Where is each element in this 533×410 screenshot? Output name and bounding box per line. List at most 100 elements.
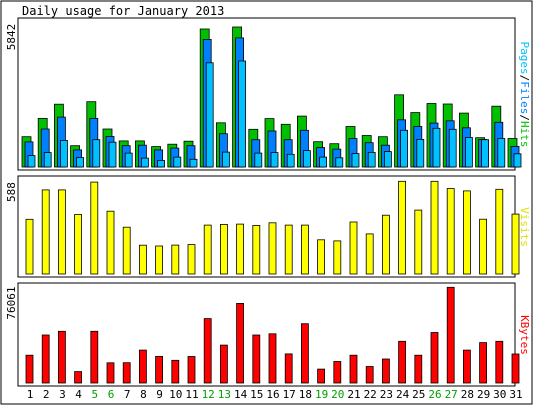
kbytes-bar-4 (74, 371, 82, 384)
day-tick-label-29: 29 (477, 388, 490, 401)
requests-pages-bar-4 (76, 157, 84, 168)
kbytes-bar-28 (462, 349, 471, 384)
visits-bar-13 (219, 223, 228, 275)
visits-bar-4 (74, 214, 82, 275)
visits-bar-28 (462, 190, 471, 275)
requests-pages-bar-17 (286, 153, 295, 168)
requests-pages-bar-27 (448, 128, 457, 168)
visits-bar-21 (349, 221, 358, 275)
day-tick-label-7: 7 (124, 388, 131, 401)
visits-bar-6 (106, 210, 115, 275)
kbytes-bar-30 (495, 340, 504, 384)
visits-bar-19 (317, 239, 326, 275)
day-tick-label-19: 19 (315, 388, 328, 401)
day-tick-label-27: 27 (445, 388, 458, 401)
visits-ymax-label: 588 (5, 182, 18, 202)
visits-bar-11 (187, 244, 196, 275)
kbytes-bar-13 (219, 344, 228, 384)
day-tick-label-9: 9 (156, 388, 163, 401)
day-tick-label-10: 10 (169, 388, 182, 401)
kbytes-bar-18 (300, 323, 309, 384)
visits-bar-18 (300, 224, 309, 275)
visits-bar-5 (90, 181, 99, 275)
day-tick-label-26: 26 (428, 388, 441, 401)
kbytes-bar-27 (446, 286, 455, 384)
day-tick-label-3: 3 (59, 388, 66, 401)
requests-axis-label: Pages/Files/Hits (518, 42, 531, 148)
visits-bar-12 (203, 224, 212, 275)
kbytes-ymax-label: 76061 (5, 286, 18, 319)
requests-pages-bar-13 (221, 151, 230, 168)
kbytes-bar-29 (479, 342, 488, 384)
requests-pages-bar-26 (432, 127, 441, 168)
kbytes-axis-label: KBytes (518, 315, 531, 355)
visits-bar-23 (381, 214, 390, 275)
kbytes-bar-11 (187, 356, 196, 384)
requests-pages-bar-30 (497, 138, 506, 168)
kbytes-bar-15 (252, 334, 261, 384)
kbytes-bar-7 (122, 362, 131, 384)
kbytes-bar-23 (381, 358, 390, 384)
kbytes-bar-14 (236, 302, 245, 384)
requests-pages-bar-3 (60, 139, 68, 168)
requests-pages-bar-29 (481, 139, 490, 168)
day-tick-label-22: 22 (364, 388, 377, 401)
day-tick-label-18: 18 (299, 388, 312, 401)
visits-bar-3 (58, 189, 66, 275)
kbytes-bar-6 (106, 362, 115, 384)
kbytes-bar-21 (349, 354, 358, 384)
kbytes-bar-20 (333, 361, 342, 384)
requests-pages-bar-24 (400, 129, 409, 168)
day-tick-label-30: 30 (493, 388, 506, 401)
visits-bar-29 (479, 218, 488, 275)
requests-pages-bar-19 (319, 156, 328, 168)
requests-pages-bar-18 (302, 150, 311, 168)
requests-pages-bar-16 (270, 152, 279, 168)
kbytes-bar-10 (171, 359, 180, 384)
day-tick-label-21: 21 (347, 388, 360, 401)
requests-pages-bar-28 (464, 137, 473, 168)
kbytes-bar-31 (511, 353, 520, 384)
day-tick-label-24: 24 (396, 388, 410, 401)
requests-pages-bar-10 (173, 156, 182, 168)
visits-bar-22 (365, 233, 374, 275)
kbytes-bar-26 (430, 332, 439, 384)
day-tick-label-28: 28 (461, 388, 474, 401)
requests-ymax-label: 5842 (5, 24, 18, 51)
requests-pages-bar-5 (92, 139, 101, 168)
day-tick-label-1: 1 (27, 388, 34, 401)
day-tick-label-20: 20 (331, 388, 344, 401)
day-tick-label-12: 12 (202, 388, 215, 401)
visits-bar-8 (138, 244, 147, 275)
kbytes-bar-19 (317, 368, 326, 384)
visits-bar-9 (155, 245, 164, 275)
visits-bar-1 (25, 218, 34, 275)
visits-bar-14 (236, 223, 245, 275)
requests-pages-bar-2 (43, 152, 52, 168)
day-tick-label-15: 15 (250, 388, 263, 401)
requests-pages-bar-7 (124, 152, 133, 168)
requests-pages-bar-9 (157, 160, 166, 168)
requests-pages-bar-8 (140, 157, 149, 168)
chart-title: Daily usage for January 2013 (22, 4, 224, 18)
kbytes-bar-5 (90, 330, 99, 384)
requests-pages-bar-20 (335, 157, 344, 168)
day-tick-label-16: 16 (266, 388, 279, 401)
kbytes-bar-1 (25, 354, 34, 384)
visits-bar-31 (511, 213, 520, 275)
visits-bar-7 (122, 226, 131, 275)
requests-pages-bar-14 (238, 60, 247, 168)
visits-bar-27 (446, 188, 455, 275)
requests-pages-bar-12 (205, 62, 214, 168)
kbytes-bar-17 (284, 353, 293, 384)
day-tick-label-17: 17 (283, 388, 296, 401)
kbytes-bar-22 (365, 366, 374, 384)
requests-pages-bar-21 (351, 153, 360, 168)
requests-pages-bar-22 (367, 151, 376, 168)
requests-pages-bar-6 (108, 141, 117, 168)
kbytes-bar-25 (414, 354, 423, 384)
visits-axis-label: Visits (518, 207, 531, 247)
visits-bar-30 (495, 188, 504, 275)
